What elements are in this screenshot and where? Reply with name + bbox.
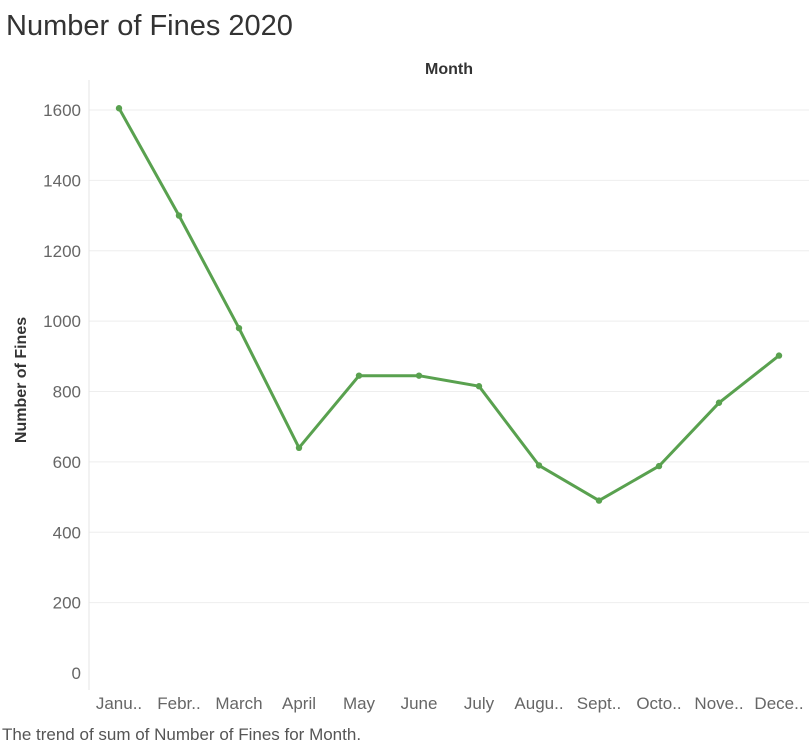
series-line	[117, 106, 781, 503]
data-point[interactable]	[115, 105, 123, 112]
y-tick-label: 1600	[43, 101, 81, 120]
x-tick-label: Febr..	[157, 694, 200, 713]
data-point[interactable]	[175, 212, 183, 219]
chart-title: Number of Fines 2020	[6, 10, 293, 42]
y-tick-label: 400	[53, 523, 81, 542]
data-point[interactable]	[475, 383, 483, 390]
data-point[interactable]	[655, 462, 663, 470]
data-point[interactable]	[355, 372, 363, 379]
x-tick-label: May	[343, 694, 376, 713]
y-axis-title: Number of Fines	[13, 317, 30, 443]
line-chart: 0 200 400 600 800 1000 1200 1400 1600 Janu.. Febr…	[13, 61, 809, 713]
x-tick-label: July	[464, 694, 495, 713]
x-tick-labels: Janu.. Febr.. March April May June July Augu.. S…	[96, 694, 804, 713]
series-layer	[115, 105, 783, 504]
x-tick-label: Janu..	[96, 694, 142, 713]
y-tick-label: 1400	[43, 171, 81, 190]
data-point[interactable]	[595, 497, 603, 504]
x-tick-label: Nove..	[694, 694, 743, 713]
x-tick-label: Dece..	[754, 694, 803, 713]
data-point[interactable]	[535, 462, 543, 469]
data-point[interactable]	[235, 324, 243, 332]
y-tick-label: 600	[53, 453, 81, 472]
x-tick-label: Augu..	[514, 694, 563, 713]
x-axis-title: Month	[425, 61, 473, 78]
data-point[interactable]	[775, 352, 783, 359]
data-point[interactable]	[295, 444, 303, 451]
x-tick-label: Sept..	[577, 694, 621, 713]
data-point[interactable]	[415, 372, 423, 379]
y-tick-label: 1000	[43, 312, 81, 331]
x-tick-label: Octo..	[636, 694, 681, 713]
chart-caption: The trend of sum of Number of Fines for …	[2, 725, 362, 744]
gridlines	[89, 109, 809, 604]
y-tick-label: 0	[72, 664, 81, 683]
y-tick-label: 1200	[43, 242, 81, 261]
x-tick-label: June	[401, 694, 438, 713]
data-point[interactable]	[715, 399, 723, 406]
y-tick-label: 200	[53, 594, 81, 613]
x-tick-label: April	[282, 694, 316, 713]
x-tick-label: March	[215, 694, 262, 713]
y-tick-label: 800	[53, 383, 81, 402]
y-tick-labels: 0 200 400 600 800 1000 1200 1400 1600	[43, 101, 81, 683]
